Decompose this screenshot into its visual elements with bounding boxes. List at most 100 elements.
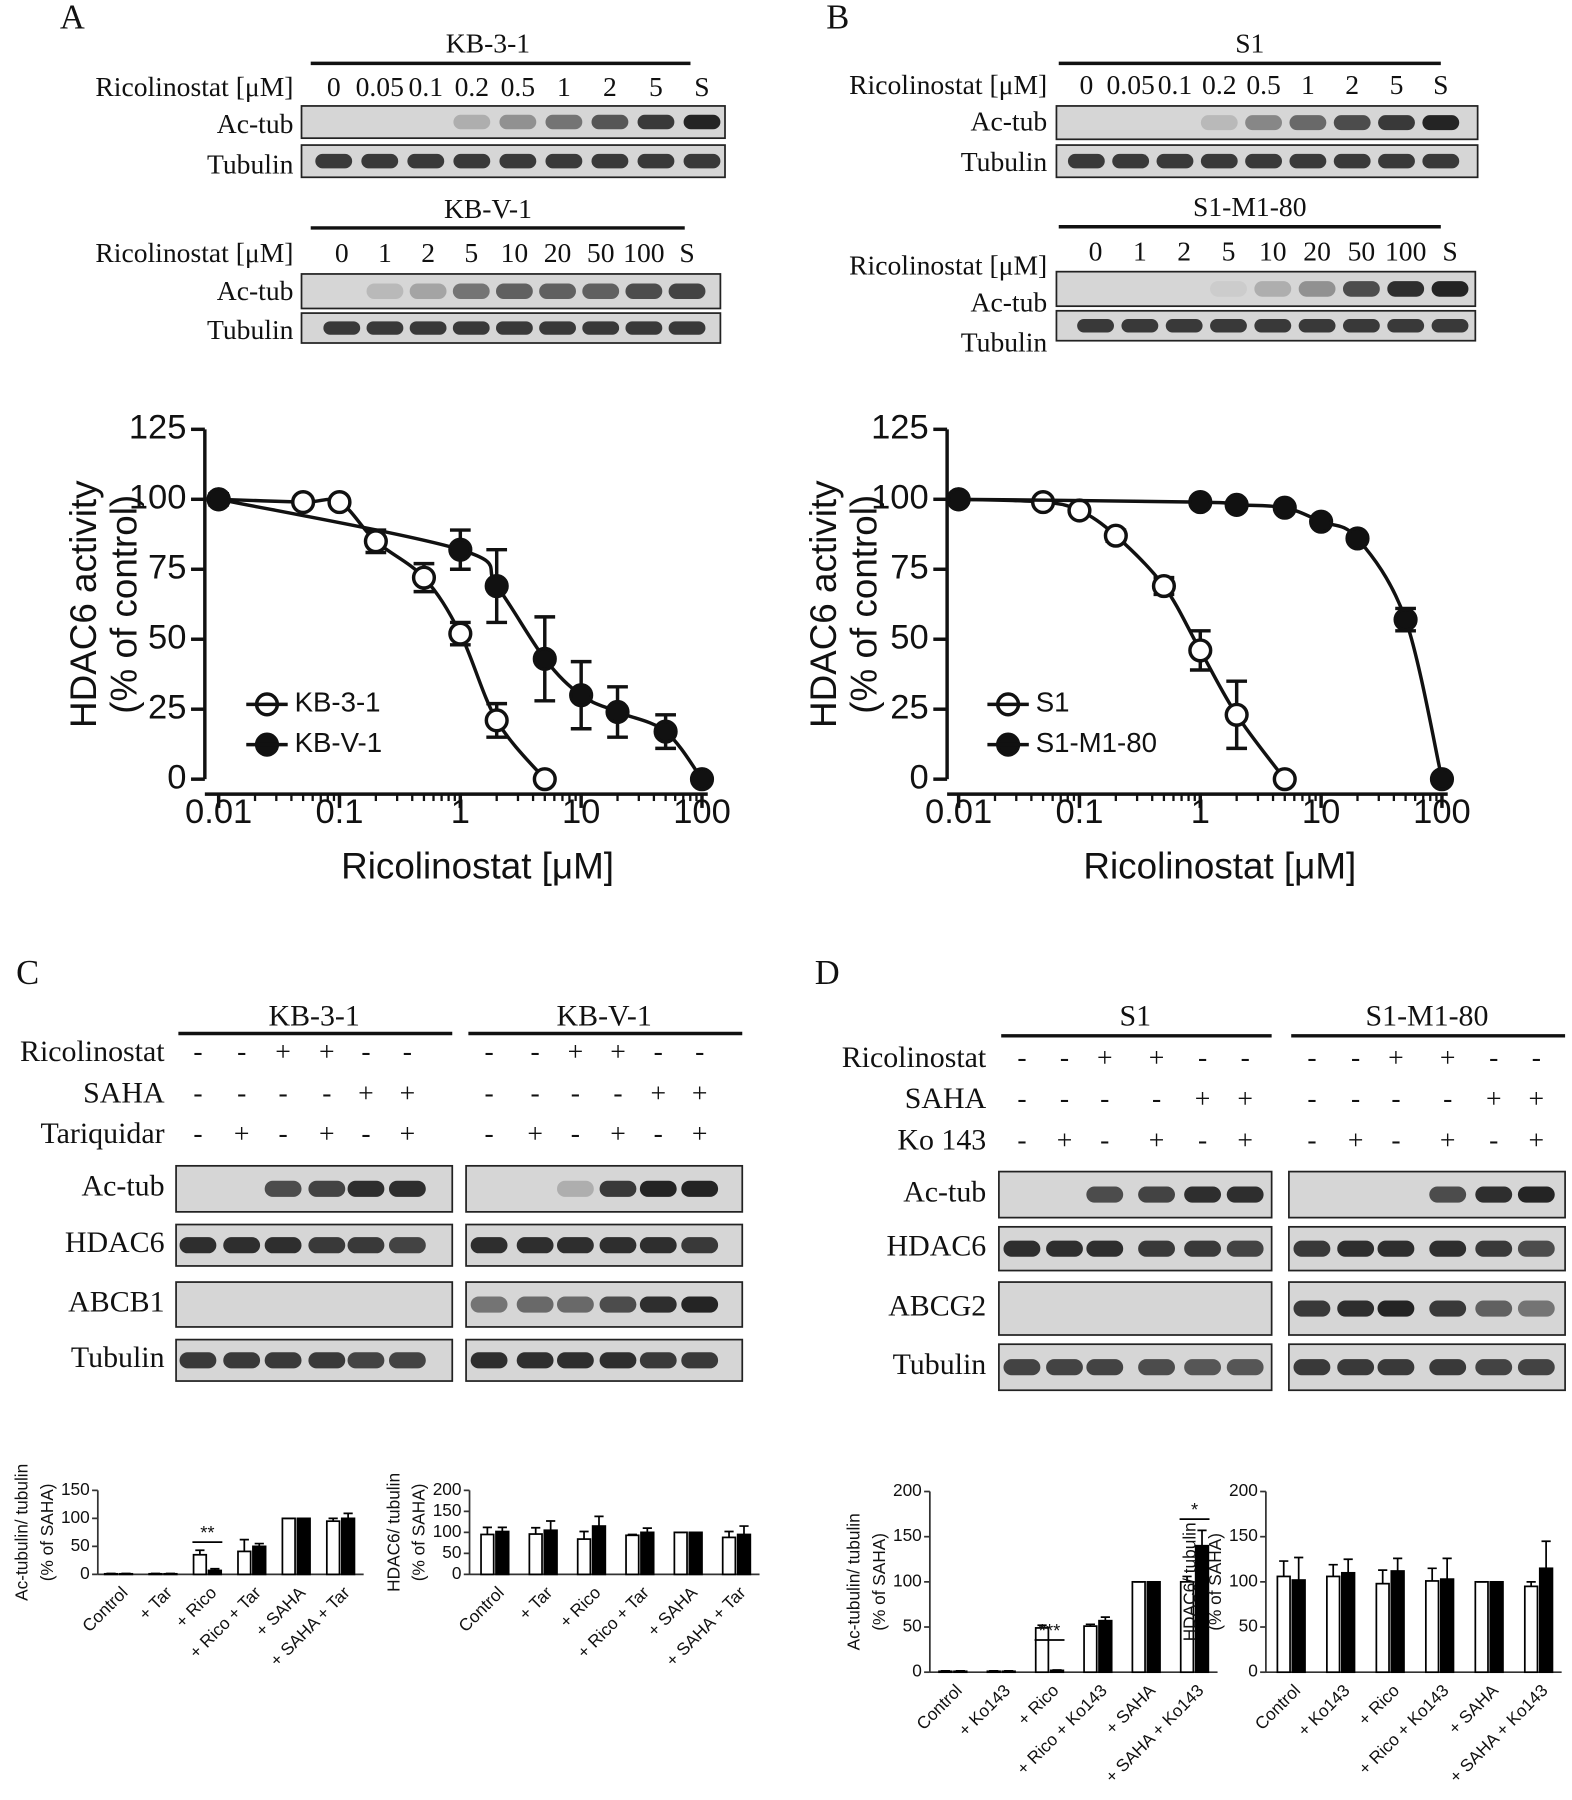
blot-band <box>1431 319 1469 333</box>
blot-band <box>539 321 576 335</box>
y-tick-label: 200 <box>893 1480 922 1500</box>
treatment-sign: - <box>278 1077 287 1108</box>
blot-band <box>323 321 361 335</box>
y-axis-label: (% of SAHA) <box>37 1483 57 1581</box>
error-bar <box>1442 1557 1452 1580</box>
blot-band <box>1298 281 1336 297</box>
treatment-label: SAHA <box>905 1082 987 1115</box>
treatment-sign: - <box>484 1077 493 1108</box>
x-tick-label: + Ko143 <box>1294 1680 1354 1740</box>
data-point <box>1224 492 1249 517</box>
y-axis-label: (% of SAHA) <box>409 1483 429 1581</box>
treatment-sign: - <box>1307 1041 1316 1072</box>
blot-band <box>556 1352 594 1369</box>
treatment-sign: - <box>1391 1083 1400 1114</box>
blot-band <box>179 1352 217 1369</box>
treatment-sign: - <box>237 1077 246 1108</box>
bar <box>1291 1579 1306 1674</box>
blot-band <box>264 1237 302 1254</box>
blot-band <box>308 1180 346 1197</box>
blot-band <box>1245 115 1282 131</box>
row-label: Tubulin <box>961 146 1048 177</box>
blot-band <box>1293 1240 1331 1257</box>
blot-band <box>1210 319 1247 333</box>
treatment-label: Tariquidar <box>40 1117 164 1150</box>
blot-band <box>388 1352 426 1369</box>
lane-label: 2 <box>1177 236 1191 267</box>
treatment-sign: + <box>527 1117 543 1148</box>
lane-label: 10 <box>501 237 529 268</box>
blot-band <box>1429 1240 1467 1257</box>
lane-label: 0.05 <box>1107 69 1155 100</box>
bar <box>1276 1575 1291 1674</box>
lane-label: 2 <box>421 237 435 268</box>
bar <box>1098 1619 1113 1674</box>
blot-band <box>1377 1300 1415 1317</box>
treatment-sign: - <box>237 1036 246 1067</box>
blot-band <box>409 321 447 335</box>
y-tick-label: 0 <box>912 1661 922 1681</box>
data-point <box>411 565 437 590</box>
bar <box>281 1517 296 1576</box>
error-bar <box>1182 1575 1192 1582</box>
treatment-sign: - <box>1017 1041 1026 1072</box>
row-label: Ac-tub <box>971 286 1048 317</box>
lane-label: 5 <box>1390 69 1404 100</box>
blot-band <box>681 1352 719 1369</box>
blot-title: KB-V-1 <box>444 193 532 224</box>
error-bar <box>239 1538 249 1552</box>
error-bar <box>1393 1557 1403 1572</box>
blot-band <box>315 153 353 169</box>
blot-band <box>683 153 721 169</box>
treatment-sign: + <box>400 1117 416 1148</box>
legend-label: KB-V-1 <box>295 727 382 758</box>
data-point <box>653 719 678 744</box>
blot-band <box>1422 115 1460 131</box>
blot-band <box>453 153 491 169</box>
treatment-sign: - <box>1198 1041 1207 1072</box>
blot-band <box>591 114 629 130</box>
blot-band <box>1086 1240 1124 1257</box>
bar <box>495 1530 510 1576</box>
blot-band <box>681 1180 719 1197</box>
blot-frame <box>998 1281 1273 1336</box>
blot-band <box>639 1180 677 1197</box>
data-point <box>1151 573 1176 599</box>
blot-band <box>668 321 706 335</box>
treatment-sign: + <box>1486 1083 1502 1114</box>
treatment-label: SAHA <box>83 1076 165 1109</box>
bar <box>528 1533 543 1576</box>
treatment-sign: + <box>319 1117 335 1148</box>
blot-band <box>1517 1186 1555 1203</box>
treatment-sign: - <box>1152 1083 1161 1114</box>
bar <box>736 1533 752 1576</box>
treatment-sign: - <box>1100 1083 1109 1114</box>
y-tick-label: 150 <box>893 1525 922 1545</box>
error-bar <box>254 1542 264 1547</box>
y-axis-label: (% of control) <box>843 495 884 714</box>
blot-band <box>1086 1186 1124 1203</box>
blot-band <box>1289 115 1327 131</box>
y-tick-label: 75 <box>890 548 928 586</box>
blot-band <box>639 1352 677 1369</box>
blot-band <box>264 1180 302 1197</box>
treatment-sign: + <box>1057 1124 1073 1155</box>
y-tick-label: 50 <box>442 1542 461 1562</box>
blot-band <box>599 1352 637 1369</box>
blot-band <box>470 1352 508 1369</box>
data-point <box>448 537 473 562</box>
blot-band <box>1112 153 1150 169</box>
y-tick-label: 0 <box>1248 1661 1258 1681</box>
lane-label: S <box>679 237 694 268</box>
treatment-sign: + <box>568 1036 584 1067</box>
row-label: Ac-tub <box>217 275 294 306</box>
bar <box>340 1517 356 1576</box>
treatment-sign: + <box>650 1077 666 1108</box>
bar <box>543 1529 558 1576</box>
blot-band <box>470 1237 508 1254</box>
blot-band <box>1429 1359 1467 1376</box>
blot-band <box>1298 319 1336 333</box>
x-tick-label: + Tar <box>515 1582 557 1624</box>
x-tick-label: 0.01 <box>185 793 252 831</box>
